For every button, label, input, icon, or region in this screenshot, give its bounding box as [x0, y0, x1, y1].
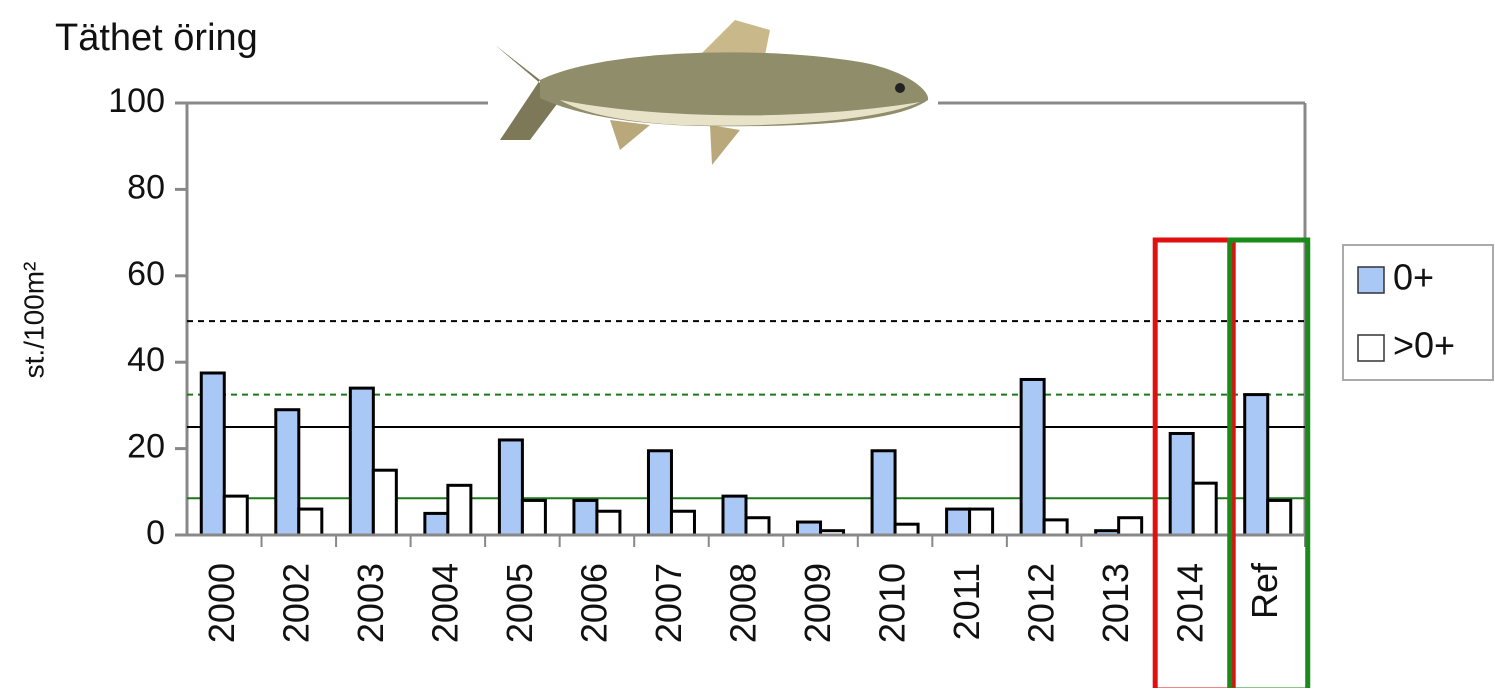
- bar: [348, 386, 375, 537]
- bar: [274, 408, 301, 537]
- bar: [796, 520, 823, 537]
- bar: [446, 483, 473, 537]
- y-tick-label: 60: [127, 255, 165, 293]
- x-tick-label: 2013: [1095, 563, 1136, 643]
- bar: [1019, 377, 1046, 537]
- bar: [744, 516, 771, 537]
- bar: [945, 507, 972, 537]
- x-tick-label: 2003: [350, 563, 391, 643]
- x-tick-label: 2006: [573, 563, 614, 643]
- bar: [520, 498, 547, 537]
- y-tick-label: 80: [127, 168, 165, 206]
- bar: [497, 438, 524, 537]
- x-tick-label: Ref: [1244, 562, 1285, 619]
- x-tick-label: 2009: [797, 563, 838, 643]
- bar: [893, 522, 920, 537]
- bar: [1117, 516, 1144, 537]
- bar: [371, 468, 398, 537]
- bar: [297, 507, 324, 537]
- legend-swatch: [1357, 266, 1385, 294]
- bar: [595, 509, 622, 537]
- bar: [199, 371, 226, 537]
- y-tick-label: 20: [127, 428, 165, 466]
- y-tick-label: 0: [146, 514, 165, 552]
- x-tick-label: 2010: [872, 563, 913, 643]
- bar: [1042, 518, 1069, 537]
- chart-title: Täthet öring: [55, 17, 258, 59]
- legend-swatch: [1357, 334, 1385, 362]
- bar: [1191, 481, 1218, 537]
- x-tick-label: 2005: [499, 563, 540, 643]
- y-tick-label: 40: [127, 341, 165, 379]
- bar: [1243, 393, 1270, 537]
- x-tick-label: 2000: [201, 563, 242, 643]
- bar: [870, 449, 897, 537]
- bar: [1168, 431, 1195, 537]
- x-tick-label: 2011: [946, 563, 987, 640]
- bar: [572, 498, 599, 537]
- bar: [968, 507, 995, 537]
- x-tick-label: 2002: [275, 563, 316, 643]
- y-tick-label: 100: [108, 82, 165, 120]
- legend-label: >0+: [1393, 325, 1455, 366]
- bar: [669, 509, 696, 537]
- bar: [1266, 498, 1293, 537]
- x-tick-label: 2007: [648, 563, 689, 643]
- fish-illustration: [488, 20, 938, 165]
- bar: [646, 449, 673, 537]
- bar: [721, 494, 748, 537]
- x-tick-label: 2004: [424, 563, 465, 643]
- y-axis-label: st./100m²: [18, 262, 49, 379]
- x-tick-label: 2012: [1021, 563, 1062, 643]
- bar: [222, 494, 249, 537]
- x-tick-label: 2008: [723, 563, 764, 643]
- x-tick-label: 2014: [1170, 563, 1211, 643]
- bar: [423, 511, 450, 537]
- legend-label: 0+: [1393, 257, 1434, 298]
